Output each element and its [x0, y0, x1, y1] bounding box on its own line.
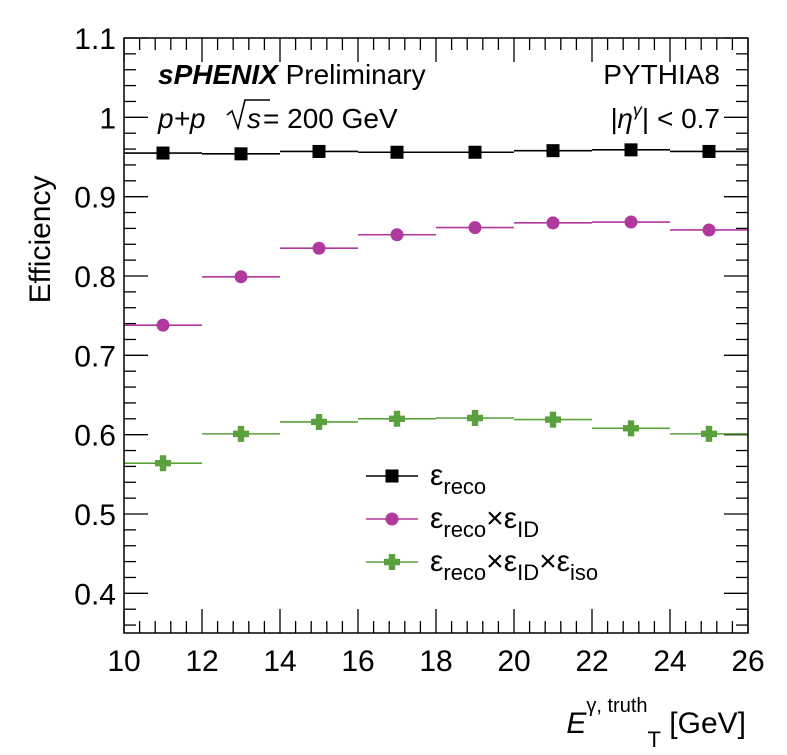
y-tick-label: 0.9: [74, 182, 116, 215]
collision-system-label: p+p: [157, 103, 206, 134]
legend-label: εreco×εID×εiso: [430, 545, 598, 585]
legend-label: εreco×εID: [430, 502, 539, 542]
data-point: [624, 143, 638, 157]
legend-marker: [384, 554, 400, 570]
experiment-label: sPHENIX Preliminary: [158, 59, 426, 90]
data-point: [234, 270, 248, 284]
x-axis-label-subscript: T: [648, 727, 661, 752]
energy-label: = 200 GeV: [263, 103, 398, 134]
y-tick-label: 0.5: [74, 499, 116, 532]
x-tick-label: 12: [185, 645, 218, 678]
data-point: [312, 144, 326, 158]
legend-item-1: εreco: [366, 459, 486, 499]
sqrt-sign: [226, 99, 270, 131]
data-point: [468, 145, 482, 159]
x-tick-label: 14: [263, 645, 296, 678]
data-point: [546, 144, 560, 158]
data-point: [234, 147, 248, 161]
eta-cut-label: |ηγ| < 0.7: [610, 100, 720, 134]
legend-item-2: εreco×εID: [366, 502, 539, 542]
collision-system: p+p: [157, 103, 206, 134]
data-point: [233, 425, 249, 442]
eta-cut-main: |η: [610, 103, 633, 134]
data-point: [701, 425, 717, 442]
data-point: [468, 221, 482, 235]
data-point: [312, 241, 326, 255]
y-tick-label: 1.1: [74, 23, 116, 56]
preliminary-label: Preliminary: [278, 59, 426, 90]
series-2: [124, 215, 748, 332]
data-point: [702, 144, 716, 158]
x-axis-label-superscript: γ, truth: [586, 695, 647, 717]
series-1: [124, 143, 748, 161]
x-axis-label: Eγ, truthT [GeV]: [566, 695, 746, 752]
y-axis-label: Efficiency: [24, 176, 57, 304]
y-tick-label: 0.8: [74, 261, 116, 294]
series-3: [124, 410, 748, 472]
sqrt-s-variable: s: [247, 103, 261, 134]
data-point: [545, 411, 561, 428]
legend-item-3: εreco×εID×εiso: [366, 545, 598, 585]
x-tick-label: 16: [341, 645, 374, 678]
generator-label: PYTHIA8: [603, 59, 720, 90]
data-point: [702, 223, 716, 237]
eta-cut-rest: | < 0.7: [642, 103, 720, 134]
plot-frame: [123, 37, 749, 634]
x-tick-label: 18: [419, 645, 452, 678]
data-point: [624, 215, 638, 229]
x-tick-label: 26: [731, 645, 764, 678]
eta-cut-superscript: γ: [633, 100, 643, 120]
data-point: [155, 455, 171, 472]
x-tick-label: 20: [497, 645, 530, 678]
legend-marker: [385, 512, 399, 526]
data-point: [623, 420, 639, 437]
data-point: [546, 216, 560, 230]
axis-ticks: [123, 37, 749, 633]
x-axis-label-main: E: [566, 707, 587, 740]
y-tick-label: 1: [99, 102, 116, 135]
data-point: [156, 146, 170, 160]
data-point: [311, 413, 327, 430]
y-tick-label: 0.4: [74, 578, 116, 611]
legend-label: εreco: [430, 459, 486, 499]
experiment-name: sPHENIX: [158, 59, 280, 90]
data-point: [467, 410, 483, 427]
y-tick-label: 0.7: [74, 340, 116, 373]
data-point: [156, 318, 170, 332]
data-point: [389, 410, 405, 427]
data-point: [390, 228, 404, 242]
x-axis-label-unit: [GeV]: [661, 707, 746, 740]
y-tick-label: 0.6: [74, 420, 116, 453]
x-tick-label: 10: [107, 645, 140, 678]
sqrt-s-symbol: s: [226, 99, 270, 134]
x-tick-label: 22: [575, 645, 608, 678]
data-series: [124, 143, 748, 472]
tick-labels: 10 12 14 16 18 20 22 24 26 0.4 0.5 0.6 0.7 0.8 0.9 1 1.1: [74, 23, 764, 678]
data-point: [390, 145, 404, 159]
legend-marker: [385, 469, 399, 483]
x-tick-label: 24: [653, 645, 686, 678]
